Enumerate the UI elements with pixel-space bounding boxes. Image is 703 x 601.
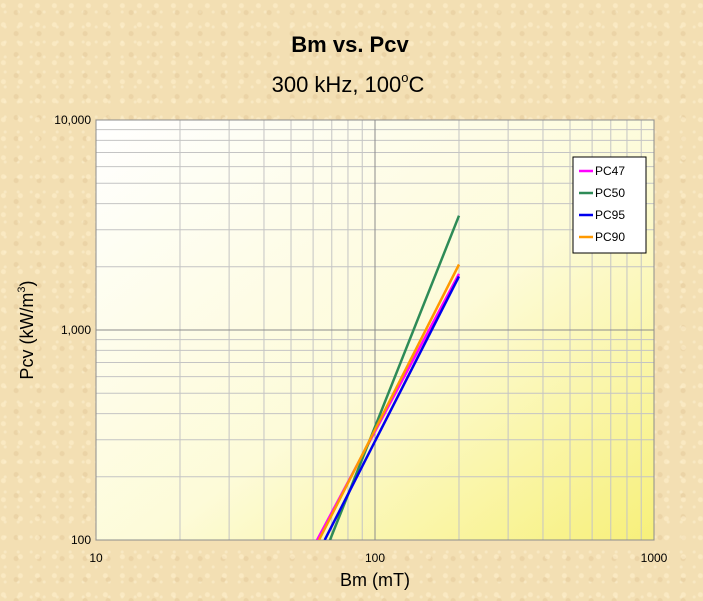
x-tick-label: 100 xyxy=(365,551,385,565)
y-axis-label: Pcv (kW/m3) xyxy=(16,280,37,379)
legend-label-pc47: PC47 xyxy=(595,164,625,178)
grid xyxy=(95,119,655,541)
legend-label-pc95: PC95 xyxy=(595,208,625,222)
series-line-pc90 xyxy=(317,263,461,540)
x-tick-label: 10 xyxy=(89,551,103,565)
series-line-pc95 xyxy=(323,275,461,540)
x-axis-label: Bm (mT) xyxy=(340,570,410,590)
legend: PC47 PC50 PC95 PC90 xyxy=(572,156,647,254)
legend-label-pc90: PC90 xyxy=(595,230,625,244)
chart-subtitle: 300 kHz, 100oC xyxy=(272,70,425,97)
y-tick-label: 10,000 xyxy=(54,113,91,127)
y-tick-label: 1,000 xyxy=(61,323,91,337)
tick-labels: 10 100 1000 100 1,000 10,000 xyxy=(54,113,667,565)
series-layer xyxy=(315,215,461,540)
chart-title: Bm vs. Pcv xyxy=(291,32,409,57)
legend-label-pc50: PC50 xyxy=(595,186,625,200)
y-tick-label: 100 xyxy=(71,533,91,547)
x-tick-label: 1000 xyxy=(641,551,668,565)
